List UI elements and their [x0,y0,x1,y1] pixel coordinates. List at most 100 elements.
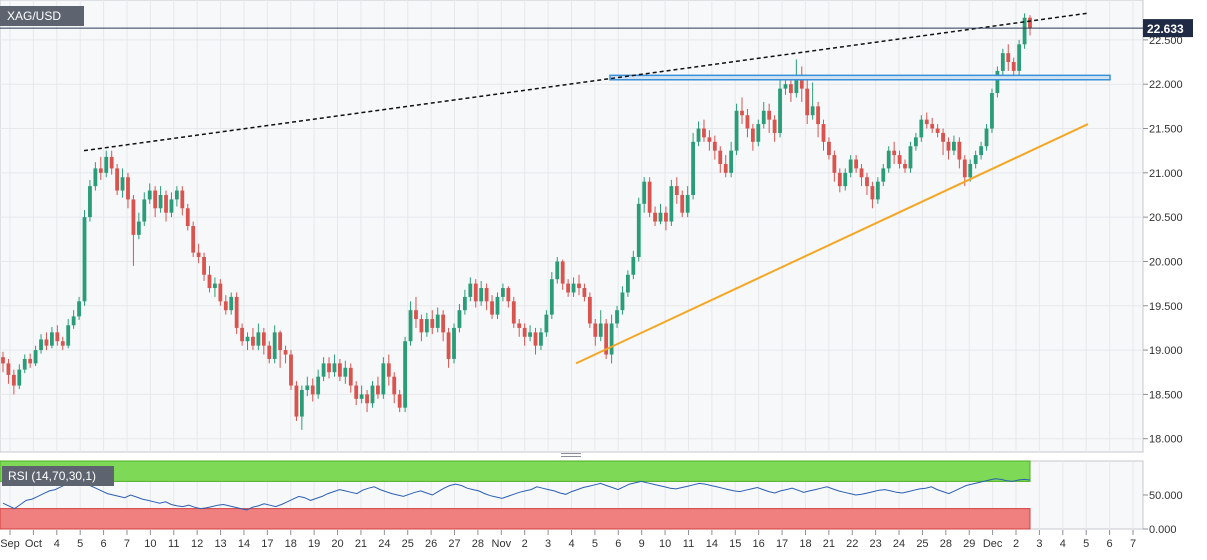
x-tick-label: 12 [191,538,203,550]
candle-body [174,190,179,200]
candle-body [11,374,16,386]
symbol-label: XAG/USD [0,6,84,26]
candle-body [343,367,348,377]
candle-body [490,301,494,315]
candle-body [202,257,206,275]
candle-body [794,75,799,94]
candle-body [332,363,337,373]
y-tick-label: 21.500 [1149,124,1183,136]
x-tick-label: 7 [124,538,130,550]
candle-body [712,141,717,151]
candle-body [615,310,619,324]
candle-body [924,119,929,125]
candle-body [799,75,804,89]
candle-body [859,168,864,178]
candle-body [457,310,462,328]
candle-body [1011,62,1016,71]
x-tick-label: 17 [261,538,273,550]
candle-body [126,177,130,200]
candle-body [207,274,212,289]
x-tick-label: 10 [144,538,156,550]
candle-body [571,283,576,293]
candle-body [39,339,43,351]
x-tick-label: 21 [823,538,835,550]
candle-body [566,283,571,293]
candle-body [251,336,255,346]
candle-body [479,288,484,302]
candle-body [577,283,581,289]
x-tick-label: 27 [448,538,460,550]
candle-body [555,261,560,280]
candle-body [88,186,92,218]
rsi-line [2,478,1031,511]
candle-body [22,358,27,370]
candle-body [609,323,614,355]
candle-body [452,327,456,359]
candle-body [789,84,793,94]
x-tick-label: 7 [1130,538,1136,550]
candle-body [136,221,141,235]
candle-body [229,296,234,311]
candle-body [653,212,657,222]
candle-body [636,203,641,258]
x-tick-label: 6 [1107,538,1113,550]
candle-body [473,283,478,302]
candle-body [1,357,5,364]
x-tick-label: 5 [1083,538,1089,550]
y-tick-label: 18.000 [1149,434,1183,446]
candle-body [761,110,766,125]
rsi-tick-label: 0.000 [1149,524,1177,536]
price-label-bg [1143,19,1193,38]
candle-body [321,363,326,377]
candle-body [337,363,342,377]
candle-body [359,394,364,399]
x-tick-label: 24 [378,538,390,550]
candle-body [560,261,565,284]
candle-body [593,323,598,337]
pane-resize-handle[interactable] [561,453,581,459]
candle-body [549,279,554,315]
candle-body [272,332,277,359]
candle-body [723,163,728,173]
resistance-zone [609,74,1111,81]
candle-body [718,150,723,164]
candle-body [28,358,33,364]
x-tick-label: 18 [285,538,297,550]
candle-body [511,301,516,324]
candle-body [310,385,315,395]
candle-body [1028,17,1032,29]
candle-body [837,172,842,187]
candle-body [93,168,98,187]
x-tick-label: 3 [545,538,551,550]
candle-body [283,350,288,355]
candle-body [408,310,413,342]
candle-body [278,332,283,351]
candle-body [71,316,76,326]
x-tick-label: 25 [916,538,928,550]
x-tick-label: 2 [1013,538,1019,550]
y-tick-label: 21.000 [1149,168,1183,180]
candle-body [386,363,391,377]
candle-body [256,332,261,346]
y-tick-label: 22.000 [1149,79,1183,91]
candle-body [348,367,353,386]
candle-body [441,314,446,333]
candle-body [196,252,201,258]
candle-body [707,137,712,142]
candle-body [66,325,71,346]
candle-body [957,141,962,160]
candle-body [984,128,989,147]
support-trendline [575,123,1089,365]
x-tick-label: 18 [799,538,811,550]
candle-body [435,314,440,328]
candle-body [587,296,592,324]
x-tick-label: 10 [659,538,671,550]
candle-body [973,155,978,164]
candle-body [778,88,782,133]
candle-body [169,199,174,213]
x-tick-label: Dec [983,538,1003,550]
candle-body [501,288,505,297]
candle-body [935,128,940,133]
candle-body [354,385,359,399]
